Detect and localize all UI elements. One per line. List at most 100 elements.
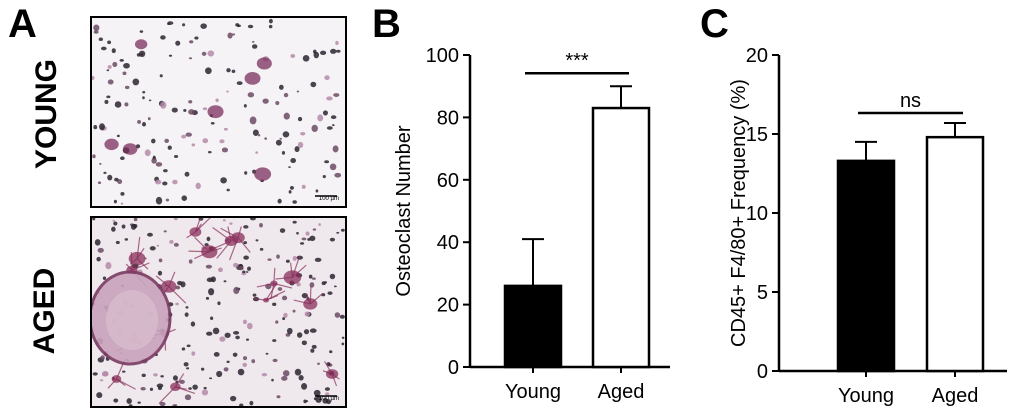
cell-nucleus [160,101,167,109]
cell-process [155,275,170,287]
cell-nucleus [285,259,290,263]
cell-nucleus [97,181,102,185]
cell-nucleus [120,192,125,196]
cell-nucleus [188,57,193,60]
cell-nucleus [217,301,221,306]
cell-nucleus [299,242,305,245]
cell-nucleus [202,107,208,111]
cell-nucleus [164,138,170,144]
cell-nucleus [175,285,181,290]
cell-nucleus [107,174,113,181]
cell-nucleus [210,316,214,321]
micrograph-label-young: YOUNG [30,58,63,169]
cell-nucleus [245,270,249,274]
cell-nucleus [172,404,177,406]
micrograph-young: 100 µm [90,16,347,208]
cell-nucleus [163,230,167,233]
cell-nucleus [120,156,125,161]
cell-nucleus [107,40,112,45]
cell-nucleus [268,24,273,29]
y-tick-label: 20 [437,295,459,317]
cell-nucleus [112,219,116,222]
cell-nucleus [172,375,178,381]
cell-nucleus [257,134,261,137]
cell-nucleus [226,90,229,93]
cell-nucleus [107,65,112,69]
cell-nucleus [155,162,163,167]
cell-nucleus [272,302,277,306]
cell-nucleus [334,312,341,318]
cell-nucleus [191,143,196,147]
cell-nucleus [330,48,337,54]
micrograph-label-aged: AGED [28,267,61,355]
x-tick-label-aged: Aged [598,381,645,403]
cell-nucleus [321,293,326,297]
cell-nucleus [276,254,280,259]
cell-nucleus [323,281,328,284]
x-tick-label-aged: Aged [932,385,979,407]
cell-nucleus [310,348,315,353]
cell-nucleus [272,339,277,342]
cell-nucleus [208,288,215,296]
cell-process [273,267,276,284]
cell-nucleus [329,237,335,242]
cell-nucleus [292,255,297,261]
cell-process [194,218,201,233]
cell-nucleus [335,40,339,45]
cell-nucleus [313,397,317,401]
cell-nucleus [237,368,245,376]
cell-nucleus [207,150,212,154]
cell-nucleus [327,291,333,295]
cell-nucleus [309,282,315,288]
bar-aged [591,106,651,369]
cell-nucleus [303,329,310,335]
cell-nucleus [130,223,137,230]
cell-nucleus [188,259,193,264]
cell-nucleus [251,44,258,49]
cell-nucleus [105,261,112,270]
cell-nucleus [171,107,178,113]
cell-nucleus [226,188,230,192]
cell-nucleus [301,383,308,390]
cell-nucleus [219,139,225,144]
cell-nucleus [172,179,178,185]
cell-nucleus [267,258,272,261]
cell-process [331,373,338,387]
cell-process [186,231,196,239]
cell-nucleus [301,184,306,189]
y-tick-label: 0 [448,357,459,379]
cell-nucleus [183,109,187,112]
cell-nucleus [184,171,190,177]
cell-nucleus [179,379,185,384]
cell-nucleus [279,228,286,233]
cell-nucleus [218,267,223,273]
cell-nucleus [188,109,195,115]
cell-nucleus [144,149,151,157]
cell-nucleus [116,134,120,138]
cell-nucleus [247,24,254,29]
cell-nucleus [264,137,268,140]
cell-process [194,236,210,253]
cell-nucleus [106,69,110,72]
cell-nucleus [114,101,122,108]
cell-nucleus [233,286,240,295]
cell-nucleus [317,114,324,122]
cell-nucleus [186,344,191,348]
cell-nucleus [104,99,109,105]
cell-nucleus [210,122,215,125]
cell-nucleus [294,146,300,153]
cell-nucleus [289,186,294,190]
cell-nucleus [236,81,243,86]
cell-process [125,263,133,271]
cell-nucleus [308,274,313,279]
cell-nucleus [223,367,229,372]
cell-nucleus [148,99,152,102]
cell-process [237,237,251,253]
cell-nucleus [322,175,326,179]
cell-nucleus [151,138,156,144]
cell-nucleus [93,124,98,130]
cell-nucleus [113,221,118,226]
cell-nucleus [255,151,258,154]
cell-nucleus [107,79,114,85]
cell-nucleus [149,387,154,391]
